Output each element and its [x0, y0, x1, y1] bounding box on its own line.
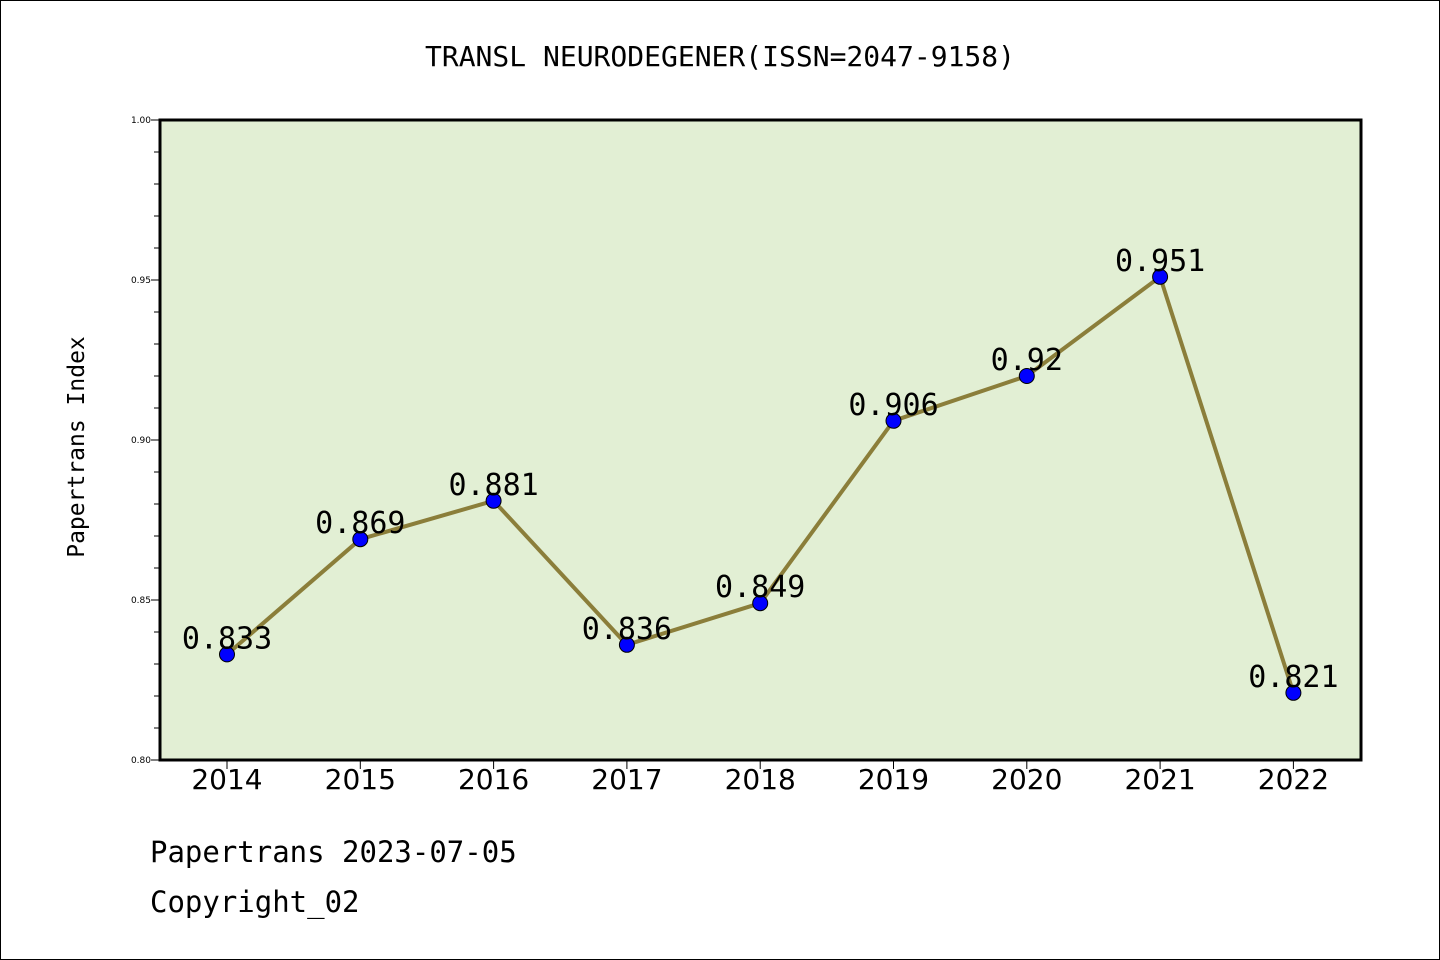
y-tick-label: 0.95 [131, 276, 151, 286]
data-point [1285, 684, 1302, 701]
data-label: 0.869 [315, 506, 405, 541]
data-point [752, 595, 769, 612]
footer-date: Papertrans 2023-07-05 [150, 835, 517, 869]
y-axis-label: Papertrans Index [64, 336, 90, 558]
data-label: 0.821 [1248, 660, 1338, 695]
x-tick-label: 2017 [591, 763, 662, 796]
x-tick-label: 2019 [858, 763, 929, 796]
x-tick-label: 2020 [991, 763, 1062, 796]
data-label: 0.836 [582, 612, 672, 647]
x-tick-label: 2022 [1258, 763, 1329, 796]
data-label: 0.833 [182, 621, 272, 656]
data-point [618, 636, 635, 653]
chart-title: TRANSL NEURODEGENER(ISSN=2047-9158) [425, 40, 1015, 73]
data-point [1152, 268, 1169, 285]
y-tick-label: 1.00 [131, 116, 151, 126]
data-label: 0.906 [848, 388, 938, 423]
data-label: 0.92 [991, 343, 1063, 378]
plot-area [158, 118, 1363, 762]
x-tick-label: 2014 [191, 763, 262, 796]
data-point [885, 412, 902, 429]
x-tick-label: 2018 [725, 763, 796, 796]
data-point [219, 646, 235, 663]
data-point [352, 531, 369, 548]
data-point [1018, 368, 1035, 384]
x-tick-label: 2015 [325, 763, 396, 796]
data-point [485, 492, 502, 509]
y-tick-label: 0.90 [131, 436, 151, 446]
data-label: 0.849 [715, 570, 805, 605]
y-tick-label: 0.80 [131, 756, 151, 766]
data-label: 0.951 [1115, 244, 1205, 279]
y-axis: 0.80 0.85 0.90 0.95 1.00 [131, 116, 160, 766]
data-label: 0.881 [448, 468, 538, 503]
series-papertrans-index: 0.833 0.869 0.881 0.836 0.849 0.906 0.92 0.951 0… [182, 244, 1339, 701]
y-tick-label: 0.85 [131, 596, 151, 606]
footer-copyright: Copyright_02 [150, 885, 360, 919]
x-tick-label: 2016 [458, 763, 529, 796]
x-tick-label: 2021 [1124, 763, 1195, 796]
x-axis: 2014 2015 2016 2017 2018 2019 2020 2021 2022 [191, 760, 1329, 796]
